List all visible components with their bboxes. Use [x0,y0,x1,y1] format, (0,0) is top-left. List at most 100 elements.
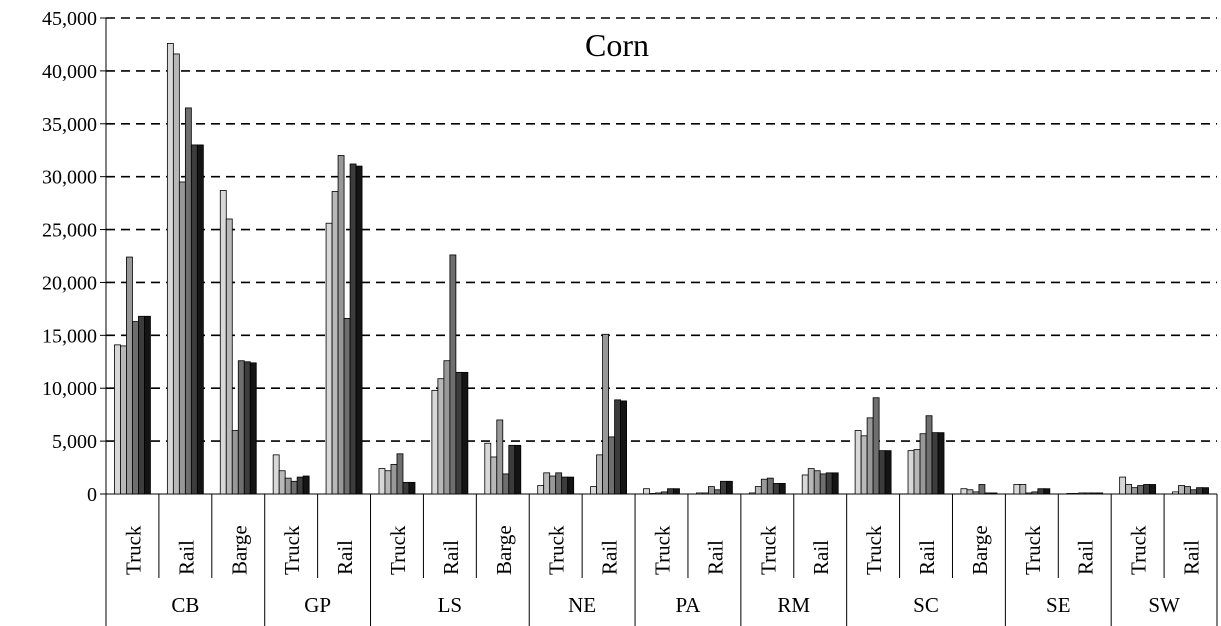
bar [702,492,709,495]
bar [673,488,680,495]
bar [667,488,674,495]
bar [178,181,186,495]
bar [708,486,715,495]
bar [726,480,733,495]
bar [378,468,386,495]
bar [1131,487,1139,495]
x-region-label: RM [777,593,810,617]
bar [166,42,174,495]
x-mode-label: Truck [651,525,675,575]
bar [496,419,504,495]
bar [484,442,492,495]
bar [714,489,721,495]
bar [337,155,345,495]
bar [937,432,945,495]
bar [196,144,204,495]
x-mode-label: Barge [968,525,992,575]
bar [748,492,756,495]
bar [384,470,392,495]
bar [608,436,615,495]
bar [290,480,298,495]
bar [1119,476,1127,495]
bar [807,468,815,495]
bar [919,433,927,495]
bar [390,463,398,495]
x-mode-label: Rail [1074,540,1098,575]
bar [355,165,363,495]
y-tick-label: 40,000 [42,61,97,83]
bar [1096,492,1104,495]
bar [449,254,457,495]
x-mode-label: Truck [1021,525,1045,575]
y-tick-label: 20,000 [42,272,97,294]
bar [325,222,333,495]
bar [754,486,762,495]
bar [1149,484,1157,495]
bar [860,435,868,495]
bar [884,450,892,495]
bar [331,191,339,495]
y-tick-label: 45,000 [42,8,97,30]
bar [931,432,939,495]
x-mode-label: Truck [756,525,780,575]
bar [1090,492,1098,495]
bar [825,472,833,495]
bar [402,481,410,495]
x-mode-label: Rail [1180,540,1204,575]
bar [913,449,921,495]
bar [408,481,416,495]
bar [1037,488,1045,495]
bar [543,472,551,495]
y-tick-label: 15,000 [42,325,97,347]
bar [537,485,545,495]
bar [1084,492,1092,495]
bar [231,430,239,495]
chart-title: Corn [585,27,649,63]
bar [1196,487,1203,495]
bar [1190,489,1197,495]
y-tick-label: 35,000 [42,114,97,136]
x-mode-label: Truck [121,525,145,575]
y-tick-label: 30,000 [42,167,97,189]
x-mode-label: Rail [915,540,939,575]
bar [1137,485,1145,495]
bar [614,399,621,495]
x-mode-label: Rail [598,540,622,575]
bar [190,144,198,495]
x-mode-label: Rail [703,540,727,575]
bar [284,477,292,495]
bar [396,453,404,495]
bar [343,318,351,495]
bar [490,456,498,495]
x-mode-label: Rail [439,540,463,575]
bar [549,475,557,495]
bar [590,486,597,495]
bar [278,470,286,495]
bar [819,473,827,495]
bar [243,361,251,495]
bar [184,107,192,495]
bar [1066,493,1074,495]
bar [990,492,998,495]
bar [272,454,280,495]
bar [1031,491,1039,495]
bar [1013,484,1021,495]
x-region-label: GP [304,593,331,617]
bar [349,163,357,495]
bar [972,491,980,495]
x-region-label: SE [1046,593,1071,617]
bar [1072,493,1080,495]
bar [437,378,445,495]
bar [225,218,233,495]
bar [620,400,627,495]
bar [1184,486,1191,495]
x-region-label: SW [1148,593,1180,617]
bar [1125,484,1133,495]
x-mode-label: Truck [862,525,886,575]
bar [172,53,180,495]
bar [772,483,780,495]
bar [602,333,609,495]
bar [984,492,992,495]
bar [596,454,603,495]
